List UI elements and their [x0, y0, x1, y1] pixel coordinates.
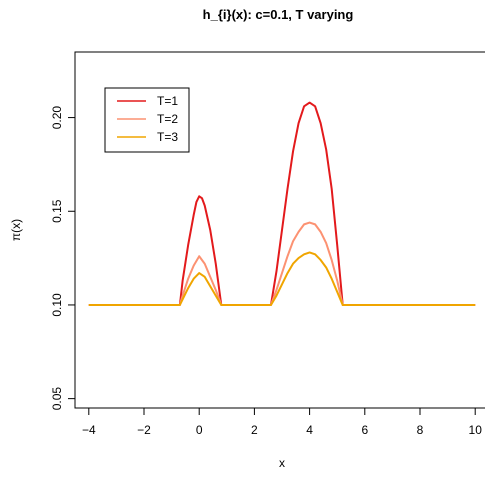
chart-title: h_{i}(x): c=0.1, T varying: [203, 7, 354, 22]
y-axis-label: π(x): [9, 219, 23, 241]
x-tick-label: 6: [361, 423, 368, 437]
series-layer: [88, 101, 476, 306]
x-axis-label: x: [279, 456, 285, 470]
x-tick-label: −2: [137, 423, 151, 437]
x-tick-label: −4: [82, 423, 96, 437]
legend: T=1 T=2 T=3: [104, 87, 190, 153]
legend-label-2: T=2: [157, 112, 178, 126]
legend-label-3: T=3: [157, 130, 178, 144]
x-tick-label: 4: [306, 423, 313, 437]
x-axis: −4 −2 0 2 4 6 8 10: [82, 407, 483, 437]
legend-label-1: T=1: [157, 94, 178, 108]
series-line-1: [88, 101, 476, 306]
series-line-3: [88, 251, 476, 306]
legend-box: [104, 87, 190, 153]
y-tick-label: 0.15: [50, 199, 64, 223]
series-line-2: [88, 221, 476, 306]
y-tick-label: 0.05: [50, 387, 64, 411]
x-tick-label: 8: [417, 423, 424, 437]
y-tick-label: 0.20: [50, 106, 64, 130]
x-tick-label: 2: [251, 423, 258, 437]
y-axis: 0.05 0.10 0.15 0.20: [50, 106, 76, 411]
x-tick-label: 10: [469, 423, 483, 437]
y-tick-label: 0.10: [50, 293, 64, 317]
x-tick-label: 0: [196, 423, 203, 437]
